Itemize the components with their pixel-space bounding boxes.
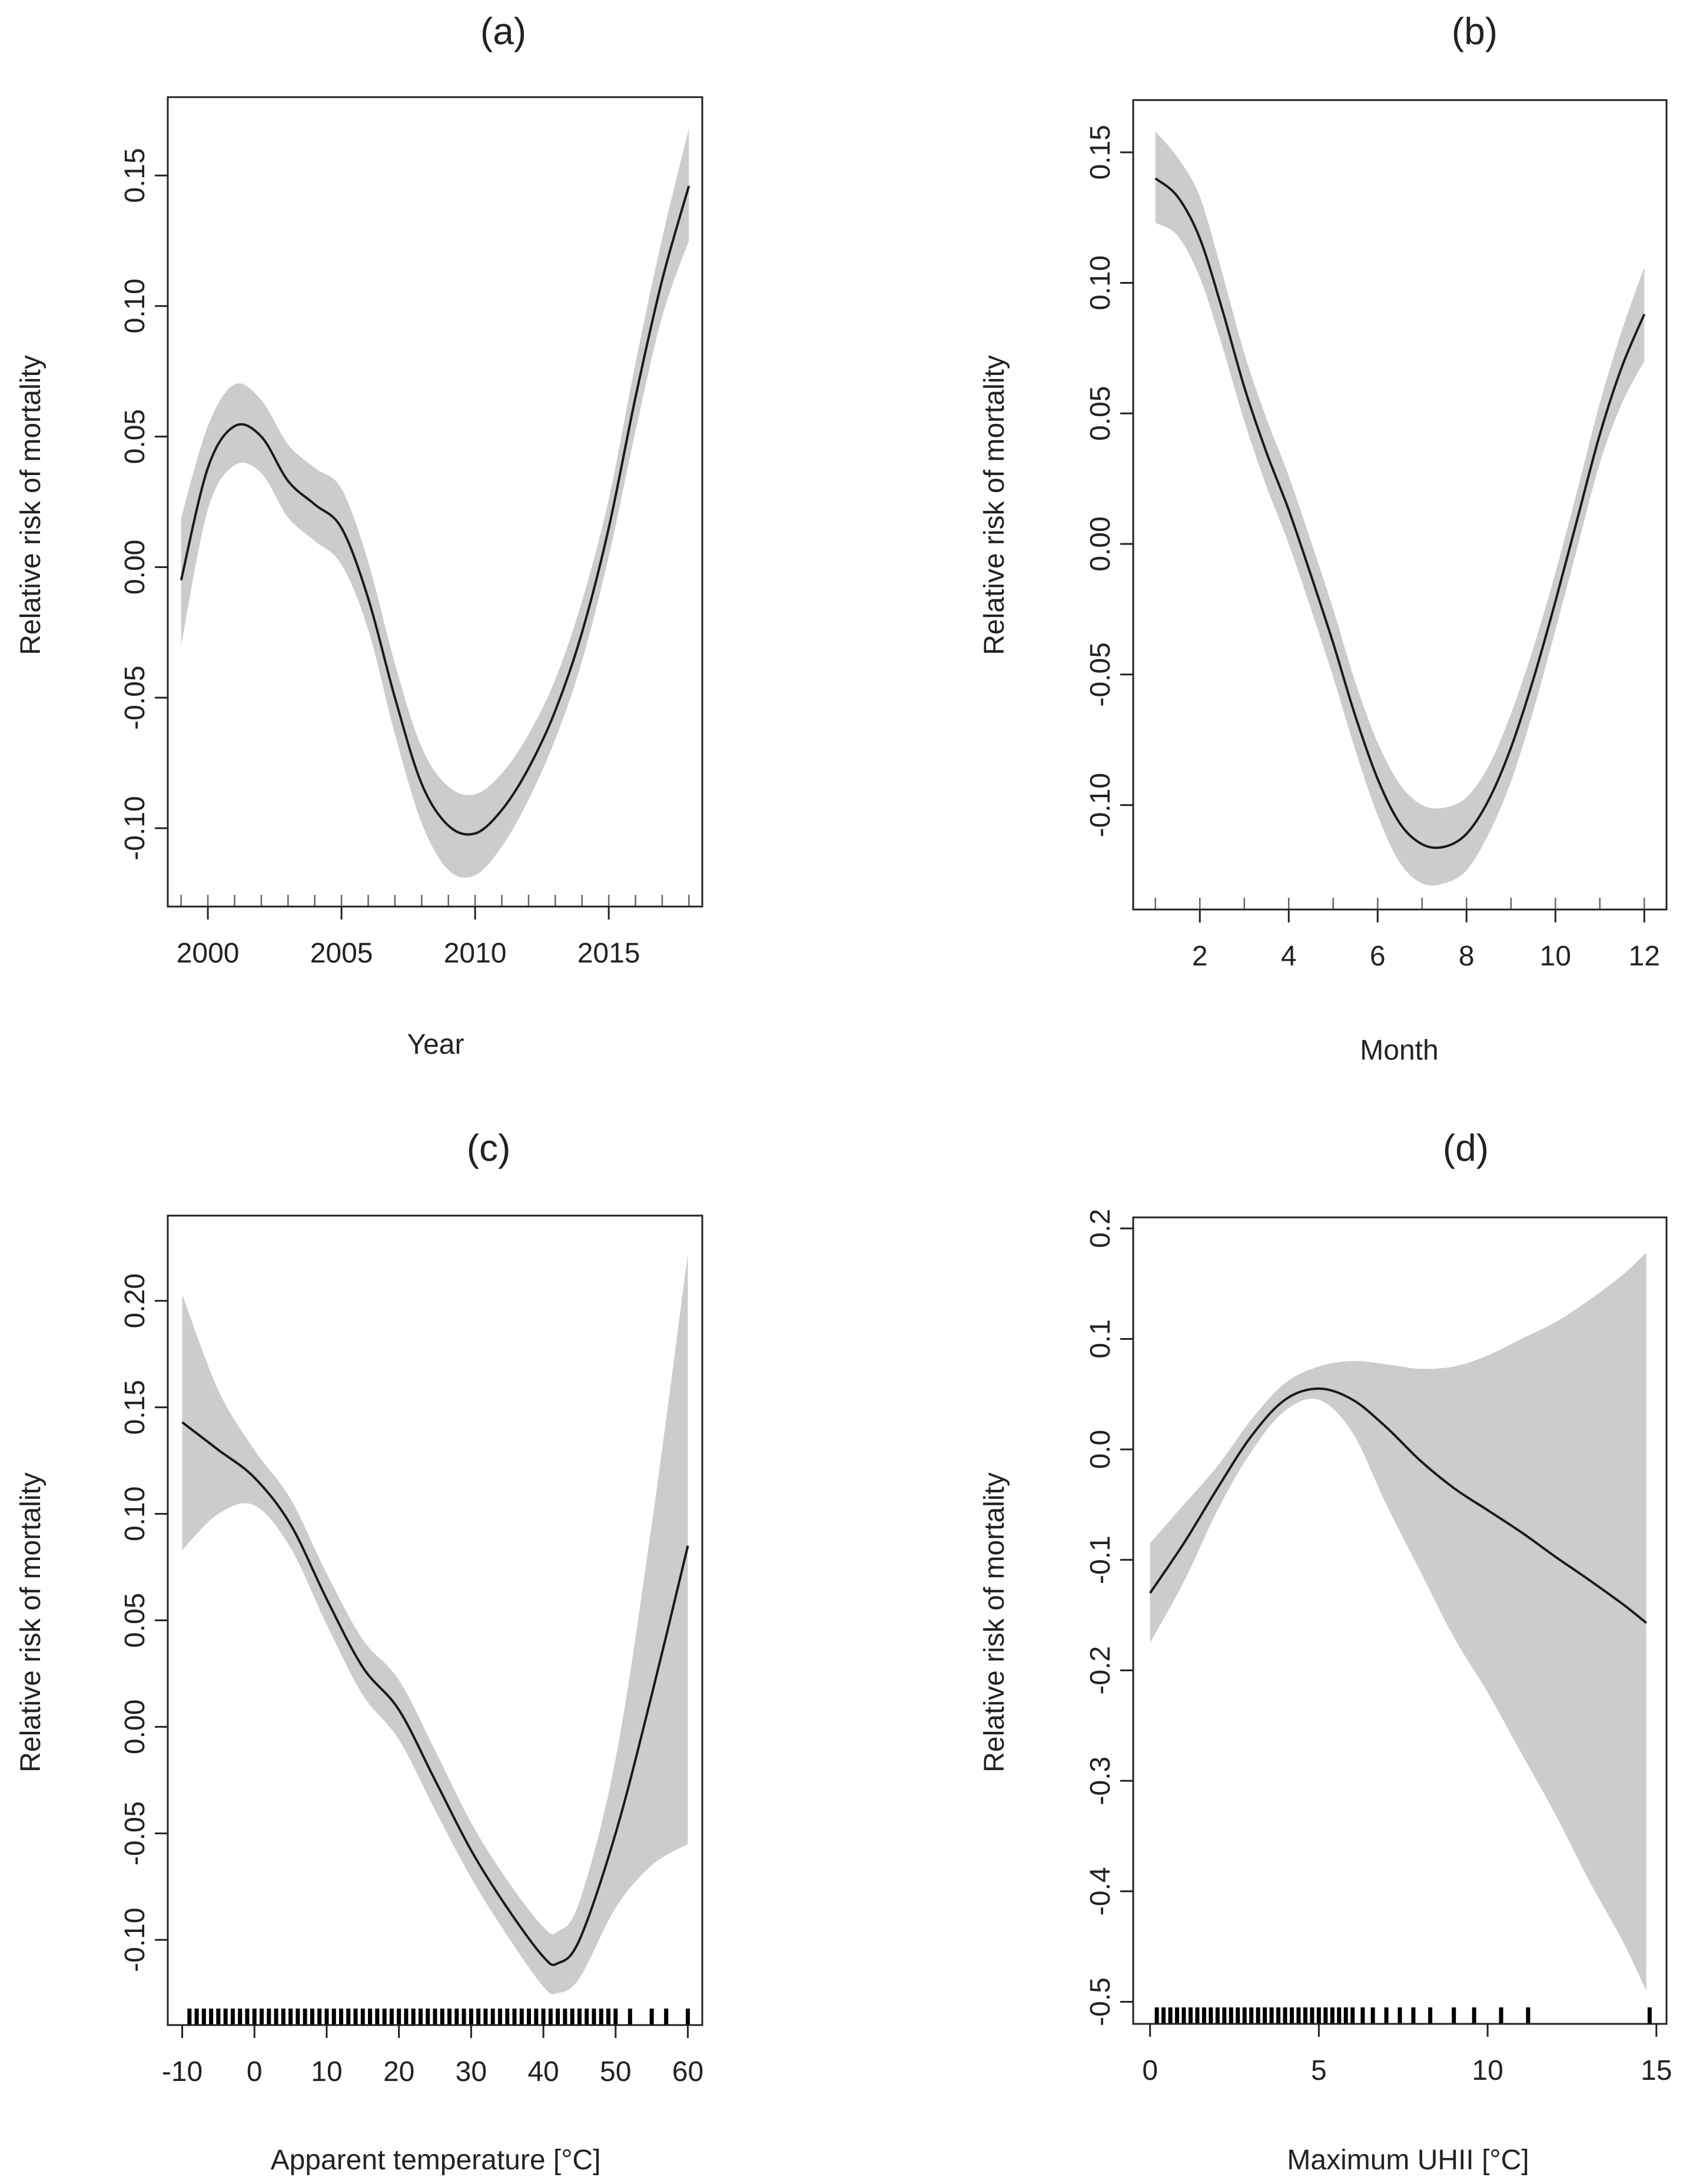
x-tick-label: 12 (1629, 941, 1660, 972)
x-axis-label: Year (407, 1029, 464, 1060)
plot-area: 2 4 6 8 10 12 -0.10 -0.05 0.00 0.05 0.10 0.15 (1085, 99, 1668, 972)
y-tick-label: 0.10 (119, 278, 151, 333)
x-tick-label: 0 (1142, 2055, 1158, 2086)
y-tick-label: 0.00 (119, 1700, 151, 1754)
y-tick-label: -0.10 (119, 1908, 151, 1972)
y-tick-label: 0.05 (119, 409, 151, 464)
x-axis-label: Month (1360, 1035, 1438, 1066)
panel-a: (a) Relative risk of mortality Year 2000… (15, 10, 703, 1060)
x-tick-label: 30 (456, 2056, 487, 2087)
fitted-line (1154, 177, 1646, 849)
y-tick-label: -0.1 (1085, 1535, 1116, 1584)
y-tick-label: -0.05 (119, 665, 151, 729)
x-tick-label: 15 (1641, 2055, 1672, 2086)
x-tick-label: 10 (311, 2056, 342, 2087)
x-axis-label: Maximum UHII [°C] (1287, 2145, 1529, 2176)
plot-area: 0 5 10 15 -0.5 -0.4 -0.3 -0.2 -0.1 0.0 0.1 0.2 (1085, 1209, 1672, 2086)
x-tick-label: 2005 (310, 938, 373, 969)
y-tick-label: 0.20 (119, 1273, 151, 1328)
y-tick-label: -0.5 (1085, 1977, 1116, 2026)
y-tick-label: 0.10 (119, 1486, 151, 1541)
y-axis-label: Relative risk of mortality (979, 355, 1010, 655)
plot-frame (167, 1214, 703, 2026)
plot-frame (167, 96, 703, 908)
y-axis-label: Relative risk of mortality (15, 355, 47, 655)
panel-d: (d) Relative risk of mortality Maximum U… (979, 1127, 1672, 2176)
panel-title: (b) (1452, 10, 1498, 52)
confidence-band (1155, 131, 1645, 886)
fitted-line (180, 185, 691, 836)
y-tick-label: -0.05 (119, 1801, 151, 1866)
y-tick-label: -0.2 (1085, 1646, 1116, 1695)
x-tick-label: 2000 (177, 938, 240, 969)
x-tick-label: 50 (600, 2056, 631, 2087)
y-tick-label: -0.10 (119, 796, 151, 860)
y-tick-label: 0.05 (1085, 386, 1116, 441)
confidence-band (1150, 1253, 1647, 1991)
y-tick-label: 0.00 (119, 540, 151, 595)
y-tick-label: 0.15 (1085, 125, 1116, 180)
x-tick-label: 0 (247, 2056, 263, 2087)
confidence-band (182, 1254, 688, 1994)
y-tick-label: 0.2 (1085, 1209, 1116, 1248)
y-tick-label: -0.05 (1085, 642, 1116, 706)
panel-title: (a) (480, 10, 526, 52)
y-tick-label: -0.10 (1085, 773, 1116, 837)
x-tick-label: 6 (1370, 941, 1386, 972)
y-tick-label: -0.4 (1085, 1867, 1116, 1916)
y-tick-label: -0.3 (1085, 1757, 1116, 1805)
x-tick-label: 20 (383, 2056, 414, 2087)
y-tick-label: 0.00 (1085, 516, 1116, 571)
panel-title: (d) (1443, 1127, 1489, 1169)
x-tick-label: 5 (1311, 2055, 1327, 2086)
y-tick-label: 0.1 (1085, 1319, 1116, 1359)
y-axis-label: Relative risk of mortality (979, 1472, 1010, 1772)
confidence-band (181, 128, 689, 878)
plot-frame (1132, 99, 1668, 911)
x-tick-label: 2010 (444, 938, 507, 969)
y-tick-label: 0.15 (119, 1380, 151, 1435)
y-axis-label: Relative risk of mortality (15, 1472, 47, 1772)
y-tick-label: 0.10 (1085, 255, 1116, 310)
x-tick-label: 2 (1192, 941, 1208, 972)
fitted-line (181, 1421, 689, 1966)
x-tick-label: -10 (162, 2056, 203, 2087)
panel-title: (c) (467, 1127, 511, 1169)
x-axis-label: Apparent temperature [°C] (271, 2145, 601, 2176)
y-tick-label: 0.15 (119, 148, 151, 203)
x-tick-label: 60 (672, 2056, 703, 2087)
plot-frame (1132, 1216, 1668, 2025)
plot-area: 2000 2005 2010 2015 -0.10 -0.05 0.00 0.05 0.10 0.… (119, 96, 703, 969)
x-tick-label: 10 (1472, 2055, 1503, 2086)
x-tick-label: 2015 (577, 938, 640, 969)
panel-b: (b) Relative risk of mortality Month 2 4 6… (979, 10, 1668, 1066)
panel-c: (c) Relative risk of mortality Apparent … (15, 1127, 703, 2176)
plot-area: -10 0 10 20 30 40 50 60 -0.10 -0.05 0.00 0.05 0.10 0.… (119, 1214, 703, 2087)
x-tick-label: 4 (1281, 941, 1297, 972)
x-tick-label: 8 (1459, 941, 1475, 972)
x-tick-label: 10 (1540, 941, 1571, 972)
y-tick-label: 0.05 (119, 1593, 151, 1648)
x-tick-label: 40 (527, 2056, 559, 2087)
fitted-line (1149, 1387, 1647, 1624)
y-tick-label: 0.0 (1085, 1430, 1116, 1469)
